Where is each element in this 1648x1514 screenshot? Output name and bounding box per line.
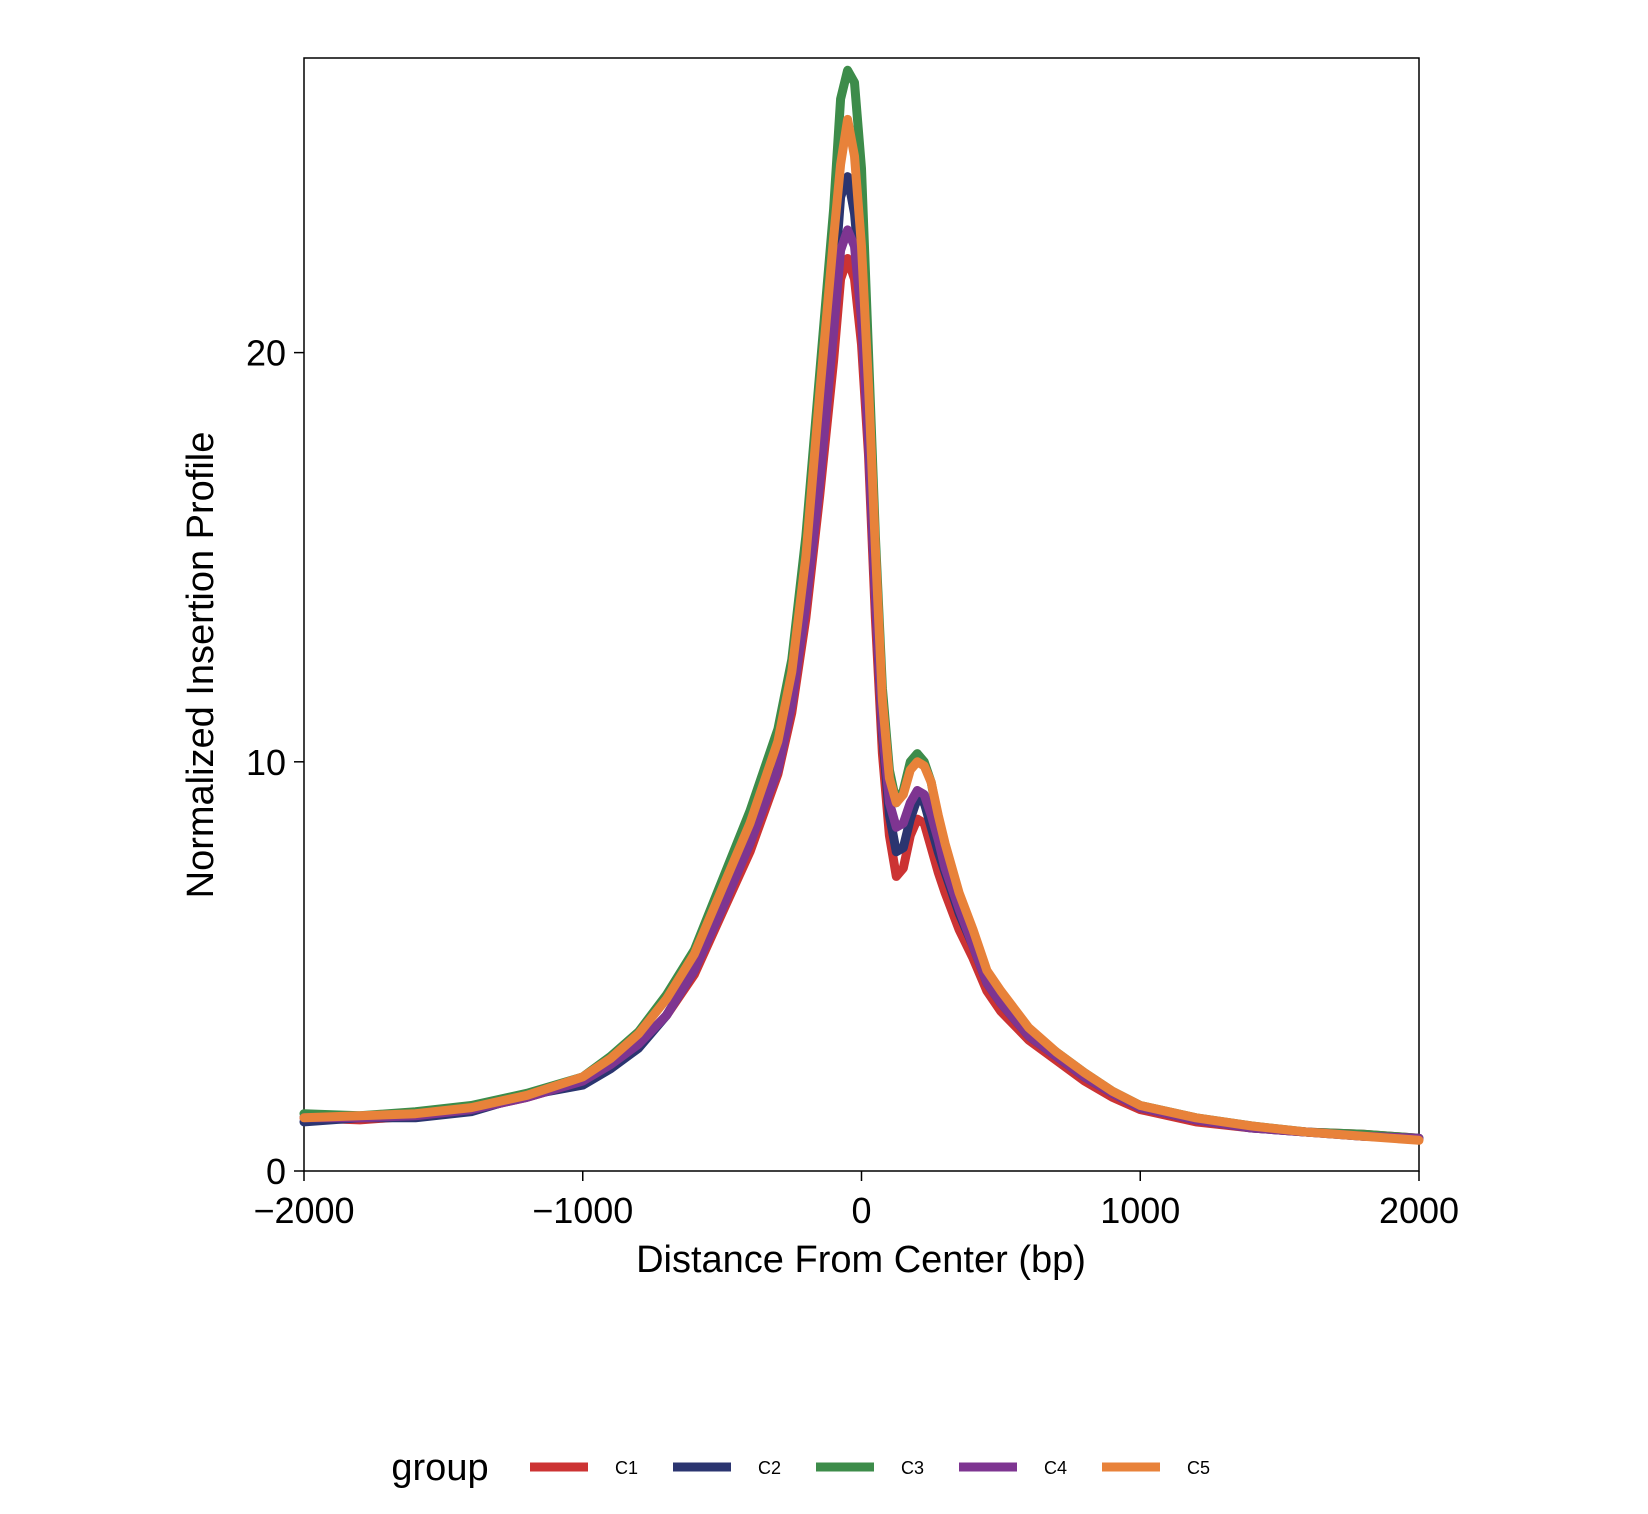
- x-tick-label: −2000: [253, 1190, 354, 1231]
- legend-label-c4: C4: [1044, 1458, 1067, 1478]
- legend-label-c3: C3: [901, 1458, 924, 1478]
- legend-label-c1: C1: [615, 1458, 638, 1478]
- legend-label-c2: C2: [758, 1458, 781, 1478]
- y-tick-label: 0: [266, 1151, 286, 1192]
- legend-title: group: [391, 1447, 488, 1489]
- x-tick-label: −1000: [532, 1190, 633, 1231]
- series-layer: [299, 65, 1424, 1145]
- x-tick-label: 0: [851, 1190, 871, 1231]
- series-line-c5: [299, 114, 1424, 1145]
- y-axis-title: Normalized Insertion Profile: [180, 432, 222, 899]
- legend-label-c5: C5: [1187, 1458, 1210, 1478]
- x-tick-label: 1000: [1100, 1190, 1180, 1231]
- y-tick-label: 10: [246, 742, 286, 783]
- y-axis: 0 10 20: [246, 333, 304, 1192]
- x-tick-label: 2000: [1379, 1190, 1459, 1231]
- x-axis: −2000 −1000 0 1000 2000: [253, 1171, 1459, 1231]
- legend: group C1 C2 C3 C4 C5: [391, 1447, 1210, 1489]
- y-tick-label: 20: [246, 333, 286, 374]
- x-axis-title: Distance From Center (bp): [636, 1239, 1086, 1281]
